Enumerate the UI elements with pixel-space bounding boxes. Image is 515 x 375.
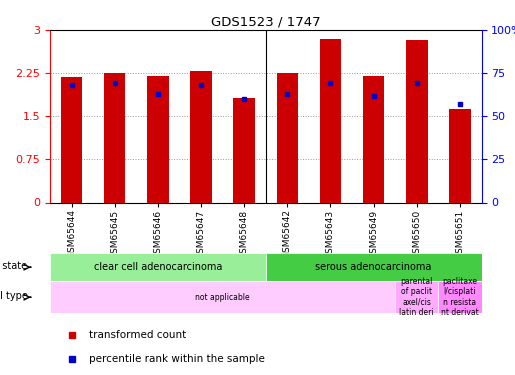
Text: cell type: cell type (0, 291, 27, 301)
Bar (438, 281, 482, 313)
Bar (320, 39, 341, 203)
Bar (277, 73, 298, 202)
Text: serous adenocarcinoma: serous adenocarcinoma (316, 262, 432, 272)
Text: transformed count: transformed count (89, 330, 186, 339)
Bar (147, 76, 168, 202)
Text: paclitaxe
l/cisplati
n resista
nt derivat: paclitaxe l/cisplati n resista nt deriva… (441, 277, 479, 317)
Bar (266, 253, 482, 281)
Bar (50, 253, 266, 281)
Bar (104, 72, 126, 202)
Bar (406, 40, 427, 203)
Bar (363, 76, 384, 202)
Bar (449, 110, 471, 202)
Text: not applicable: not applicable (195, 292, 250, 302)
Text: clear cell adenocarcinoma: clear cell adenocarcinoma (94, 262, 222, 272)
Text: disease state: disease state (0, 261, 27, 271)
Bar (233, 98, 255, 202)
Bar (61, 76, 82, 203)
Bar (190, 71, 212, 202)
Bar (50, 281, 395, 313)
Title: GDS1523 / 1747: GDS1523 / 1747 (211, 16, 320, 29)
Text: parental
of paclit
axel/cis
latin deri: parental of paclit axel/cis latin deri (400, 277, 434, 317)
Text: percentile rank within the sample: percentile rank within the sample (89, 354, 265, 364)
Bar (395, 281, 438, 313)
